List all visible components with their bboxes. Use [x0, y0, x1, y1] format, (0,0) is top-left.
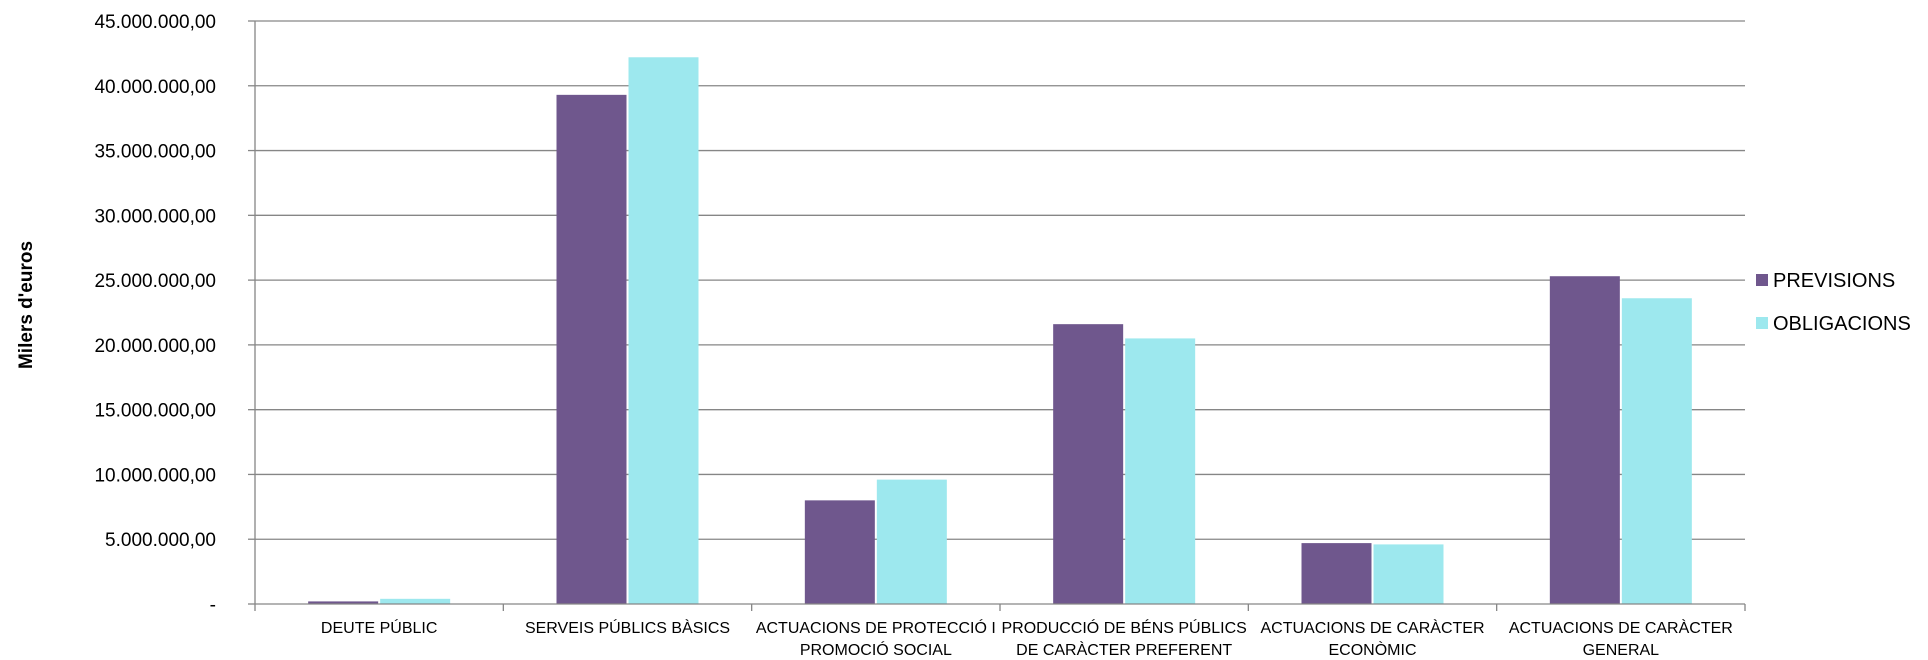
bar-previsions-5: [1549, 276, 1620, 604]
bar-obligacions-4: [1373, 544, 1444, 604]
bar-previsions-0: [308, 601, 379, 604]
x-category-label: ACTUACIONS DE PROTECCIÓ I: [756, 618, 996, 637]
bar-obligacions-3: [1125, 338, 1196, 604]
y-tick-label: 40.000.000,00: [94, 77, 216, 98]
x-category-label: DE CARÀCTER PREFERENT: [1016, 640, 1232, 659]
x-category-label: DEUTE PÚBLIC: [321, 618, 437, 637]
y-tick-label: 45.000.000,00: [94, 12, 216, 33]
x-category-label: ECONÒMIC: [1329, 640, 1417, 659]
y-tick-label: 25.000.000,00: [94, 271, 216, 292]
bar-previsions-4: [1301, 543, 1372, 604]
y-tick-label: -: [210, 595, 216, 616]
bar-obligacions-1: [628, 57, 699, 604]
x-category-label: ACTUACIONS DE CARÀCTER: [1260, 618, 1484, 637]
x-category-label: GENERAL: [1583, 642, 1660, 659]
bar-obligacions-5: [1621, 298, 1692, 604]
y-tick-label: 20.000.000,00: [94, 336, 216, 357]
legend-label-previsions: PREVISIONS: [1773, 270, 1895, 292]
y-tick-label: 10.000.000,00: [94, 465, 216, 486]
bar-previsions-1: [556, 94, 627, 604]
y-tick-label: 35.000.000,00: [94, 142, 216, 163]
bar-obligacions-2: [876, 479, 947, 604]
legend-label-obligacions: OBLIGACIONS: [1773, 313, 1911, 335]
y-tick-label: 15.000.000,00: [94, 401, 216, 422]
x-axis: [248, 20, 1746, 611]
legend-swatch-obligacions: [1756, 317, 1768, 329]
y-tick-label: 5.000.000,00: [105, 530, 216, 551]
x-category-label: PRODUCCIÓ DE BÉNS PÚBLICS: [1001, 618, 1246, 637]
legend-swatch-previsions: [1756, 274, 1768, 286]
bar-obligacions-0: [380, 598, 451, 604]
gridlines: [255, 20, 1745, 540]
y-axis-ticks: - 5.000.000,00 10.000.000,00 15.000.000,00 2…: [94, 12, 216, 616]
x-axis-category-labels: DEUTE PÚBLIC SERVEIS PÚBLICS BÀSICS ACTUAC…: [321, 618, 1733, 659]
bar-previsions-2: [804, 500, 875, 604]
y-axis-title: Milers d'euros: [16, 241, 37, 369]
bars: [308, 57, 1692, 604]
legend: PREVISIONS OBLIGACIONS: [1756, 270, 1911, 335]
x-category-label: PROMOCIÓ SOCIAL: [800, 640, 952, 659]
x-category-label: ACTUACIONS DE CARÀCTER: [1509, 618, 1733, 637]
bar-previsions-3: [1053, 324, 1124, 604]
x-category-label: SERVEIS PÚBLICS BÀSICS: [525, 618, 730, 637]
y-tick-label: 30.000.000,00: [94, 206, 216, 227]
